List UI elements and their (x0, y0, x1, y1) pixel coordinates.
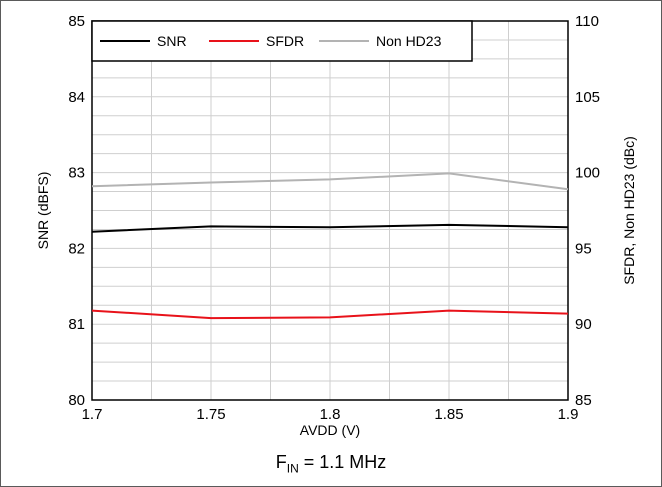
series-line-non-hd23 (91, 172, 569, 191)
x-tick-label: 1.8 (320, 406, 341, 423)
y-left-tick-label: 82 (68, 240, 85, 257)
footer-rest: = 1.1 MHz (298, 452, 387, 472)
chart-footer: FIN = 1.1 MHz (0, 452, 662, 476)
y-axis-right-label: SFDR, Non HD23 (dBc) (621, 136, 637, 285)
legend: SNR SFDR Non HD23 (91, 20, 473, 62)
y-right-tick-label: 90 (575, 316, 592, 333)
grid (92, 21, 568, 400)
y-right-tick-label: 95 (575, 240, 592, 257)
y-axis-left-label: SNR (dBFS) (35, 172, 51, 250)
y-right-tick-label: 85 (575, 392, 592, 409)
tick-labels: 1.7 1.75 1.8 1.85 1.9 80 81 82 83 84 85 85 90 95 100 10… (68, 13, 600, 423)
legend-label: SFDR (266, 33, 304, 49)
y-left-tick-label: 80 (68, 392, 85, 409)
x-tick-label: 1.7 (82, 406, 103, 423)
y-left-tick-label: 81 (68, 316, 85, 333)
y-right-tick-label: 100 (575, 165, 600, 182)
x-tick-label: 1.85 (434, 406, 463, 423)
y-right-tick-label: 105 (575, 89, 600, 106)
y-left-tick-label: 85 (68, 13, 85, 30)
x-tick-label: 1.75 (196, 406, 225, 423)
series-line-sfdr (91, 309, 569, 320)
x-axis-label: AVDD (V) (300, 422, 360, 438)
x-tick-label: 1.9 (558, 406, 579, 423)
y-left-tick-label: 84 (68, 89, 85, 106)
footer-sub: IN (286, 461, 299, 476)
series-line-snr (91, 223, 569, 233)
y-left-tick-label: 83 (68, 165, 85, 182)
series-layer (91, 172, 569, 320)
legend-label: SNR (157, 33, 187, 49)
legend-label: Non HD23 (376, 33, 442, 49)
y-right-tick-label: 110 (575, 13, 599, 30)
footer-main: F (275, 452, 287, 472)
legend-box (91, 20, 473, 62)
